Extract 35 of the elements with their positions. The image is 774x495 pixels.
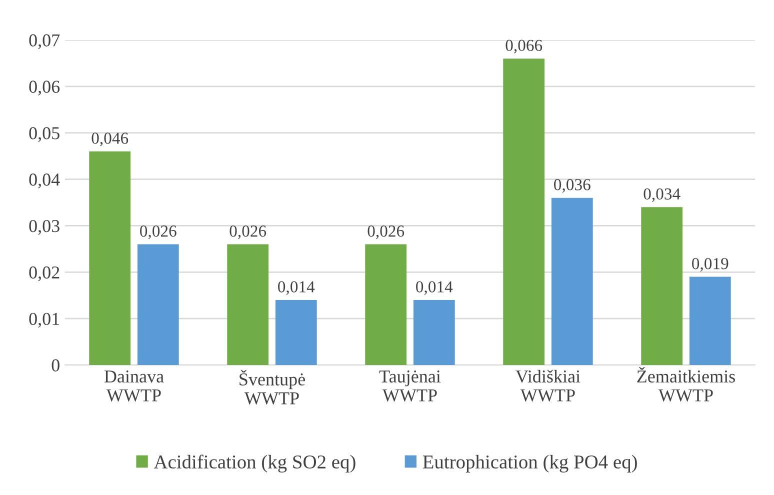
bar <box>227 244 269 365</box>
y-tick-label: 0 <box>52 359 60 372</box>
bar <box>137 244 179 365</box>
data-label: 0,026 <box>368 225 404 240</box>
bar <box>413 300 455 365</box>
y-tick-label: 0,04 <box>29 174 60 188</box>
x-tick-label: Vidiškiai WWTP <box>516 370 580 402</box>
data-label: 0,026 <box>140 225 176 240</box>
x-tick-label: Dainava WWTP <box>104 370 164 402</box>
x-tick-label: Žemaitkiemis WWTP <box>637 366 735 402</box>
data-label: 0,046 <box>92 132 128 146</box>
bar <box>641 207 683 365</box>
data-label: 0,014 <box>278 281 315 295</box>
y-tick-label: 0,02 <box>29 266 60 282</box>
legend-label: Acidification (kg SO2 eq) <box>154 454 356 473</box>
data-label: 0,019 <box>692 258 728 272</box>
y-tick-label: 0,06 <box>29 80 60 96</box>
bar <box>689 276 731 365</box>
data-label: 0,026 <box>230 225 266 240</box>
bar <box>503 58 545 365</box>
y-tick-label: 0,05 <box>29 127 60 142</box>
data-label: 0,036 <box>554 179 590 193</box>
data-label: 0,066 <box>506 40 542 54</box>
y-tick-label: 0,03 <box>29 220 60 235</box>
bar <box>89 151 131 365</box>
legend-label: Eutrophication (kg PO4 eq) <box>422 454 637 473</box>
data-label: 0,034 <box>644 188 680 202</box>
bar <box>365 244 407 365</box>
x-tick-label: Šventupė WWTP <box>240 370 305 404</box>
data-label: 0,014 <box>416 281 453 295</box>
bar <box>275 300 317 365</box>
y-tick-label: 0,01 <box>29 312 60 328</box>
x-tick-label: Taujėnai WWTP <box>379 370 441 402</box>
bar <box>551 198 593 365</box>
y-tick-label: 0,07 <box>29 34 60 50</box>
